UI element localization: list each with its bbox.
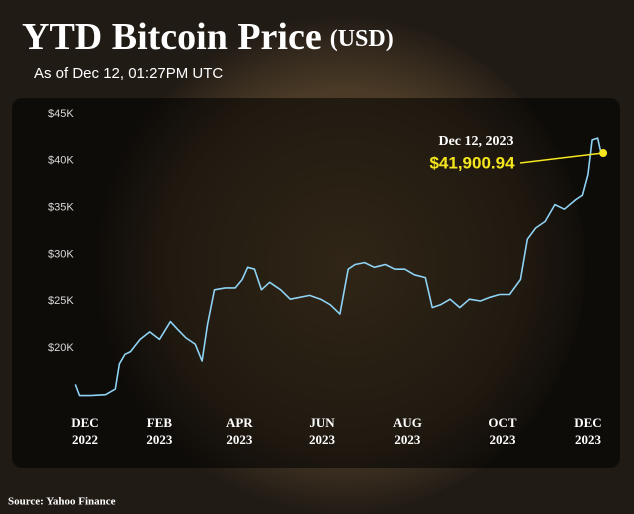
x-tick-label: JUN 2023 xyxy=(309,415,336,447)
y-tick-label: $45K xyxy=(48,108,74,120)
annotation-leader xyxy=(519,152,604,164)
price-line xyxy=(74,137,604,397)
annotation-date: Dec 12, 2023 xyxy=(438,134,513,149)
x-tick-label: AUG 2023 xyxy=(393,415,422,447)
x-tick-label: FEB 2023 xyxy=(146,415,173,447)
y-tick-label: $25K xyxy=(48,295,74,307)
x-tick-label: APR 2023 xyxy=(226,415,253,447)
x-tick-label: DEC 2022 xyxy=(71,415,98,447)
chart-title: YTD Bitcoin Price (USD) xyxy=(22,16,394,58)
y-tick-label: $30K xyxy=(48,248,74,260)
chart-panel xyxy=(12,98,620,468)
y-tick-label: $35K xyxy=(48,202,74,214)
title-unit: (USD) xyxy=(330,26,394,52)
y-tick-label: $40K xyxy=(48,155,74,167)
y-tick-label: $20K xyxy=(48,342,74,354)
x-tick-label: DEC 2023 xyxy=(574,415,601,447)
source: Source: Yahoo Finance xyxy=(8,496,116,508)
annotation-value: $41,900.94 xyxy=(429,153,515,172)
annotation-dot xyxy=(599,149,608,158)
subtitle: As of Dec 12, 01:27PM UTC xyxy=(34,65,223,82)
title-main: YTD Bitcoin Price xyxy=(22,16,322,58)
x-tick-label: OCT 2023 xyxy=(488,415,517,447)
